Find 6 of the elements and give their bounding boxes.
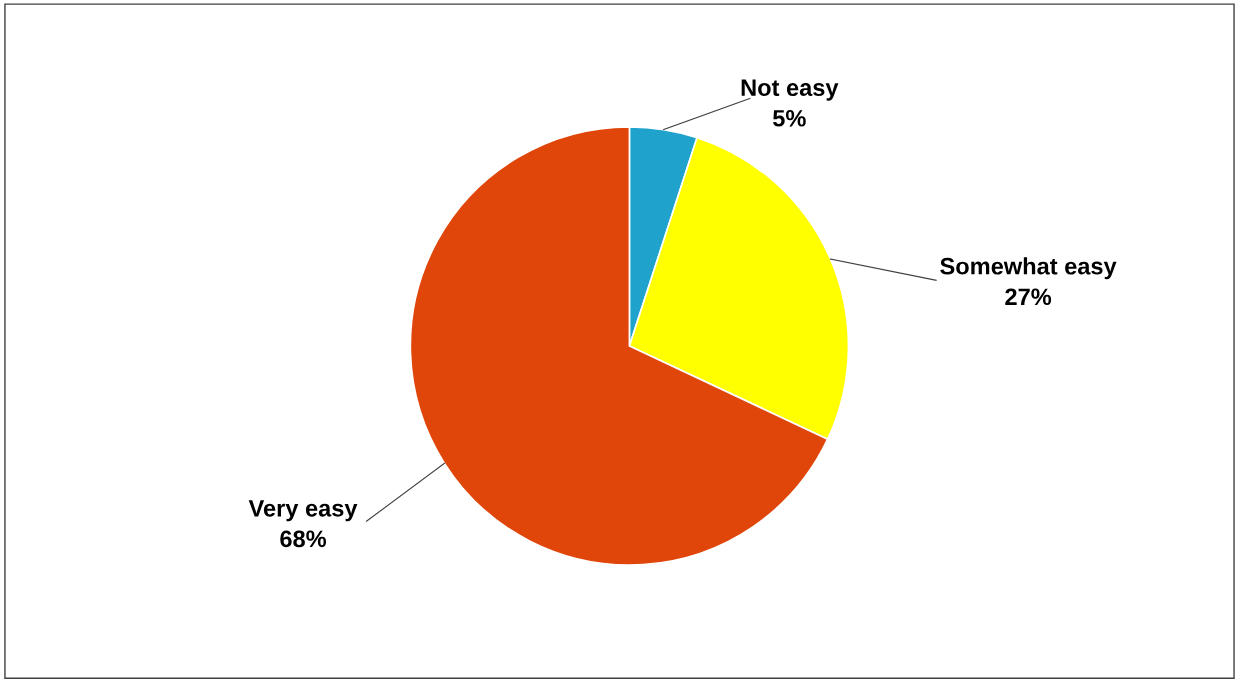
slice-label: Not easy: [741, 79, 839, 101]
data-label: 68%: [280, 530, 327, 548]
data-label: 27%: [1005, 288, 1052, 306]
slice-label: Somewhat easy: [940, 257, 1117, 280]
data-label: 5%: [772, 109, 806, 127]
slice-label: Very easy: [248, 500, 358, 522]
